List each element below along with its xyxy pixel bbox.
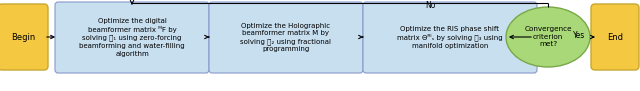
Ellipse shape (506, 7, 590, 67)
Text: Optimize the digital
beamformer matrix ᴹF by
solving 𝒫₁ using zero-forcing
beamf: Optimize the digital beamformer matrix ᴹ… (79, 18, 185, 57)
FancyBboxPatch shape (55, 2, 209, 73)
Text: Optimize the Holographic
beamformer matrix M by
solving 𝒫₂ using fractional
prog: Optimize the Holographic beamformer matr… (241, 23, 332, 52)
FancyBboxPatch shape (0, 4, 48, 70)
FancyBboxPatch shape (363, 2, 537, 73)
Text: Yes: Yes (573, 30, 585, 39)
Text: No: No (425, 0, 435, 9)
Text: End: End (607, 32, 623, 41)
Text: Convergence
criterion
met?: Convergence criterion met? (524, 26, 572, 48)
FancyBboxPatch shape (209, 2, 363, 73)
FancyBboxPatch shape (591, 4, 639, 70)
Text: Optimize the RIS phase shift
matrix Θᴿᴵₛ by solving 𝒫₃ using
manifold optimizati: Optimize the RIS phase shift matrix Θᴿᴵₛ… (397, 26, 503, 49)
Text: Begin: Begin (11, 32, 35, 41)
